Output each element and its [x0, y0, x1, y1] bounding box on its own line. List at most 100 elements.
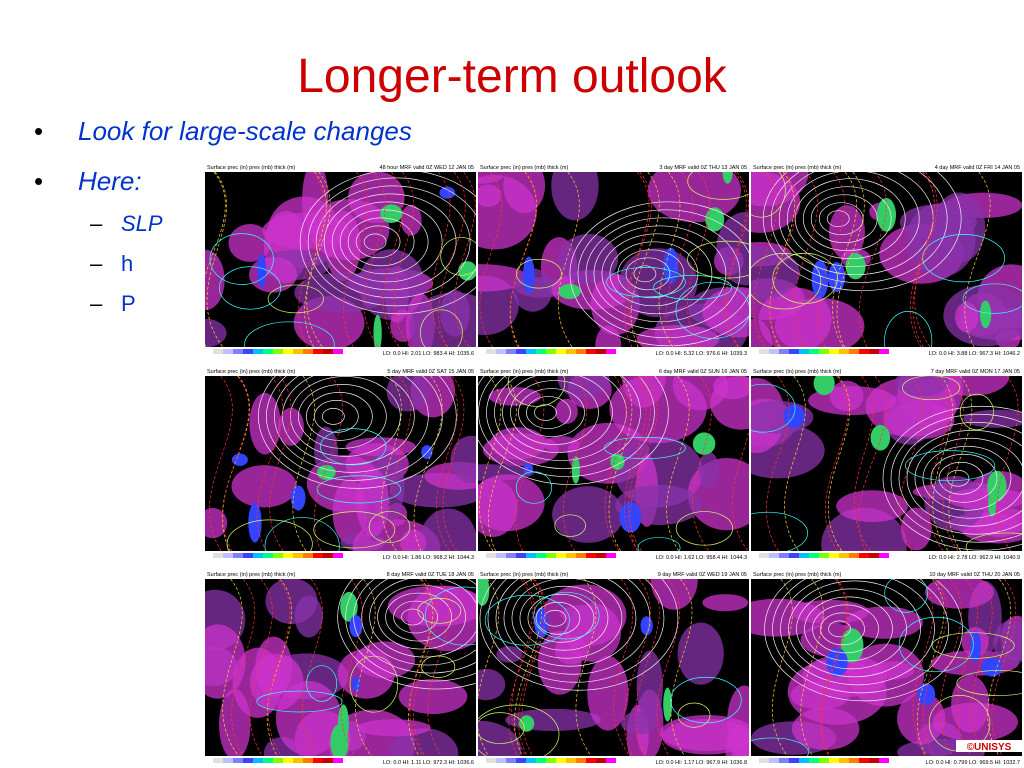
- heavy-precip: [439, 186, 456, 199]
- thickness-contour: [563, 376, 587, 551]
- color-scale: [799, 758, 809, 763]
- color-scale: [213, 553, 223, 558]
- pressure-contour: [306, 392, 373, 441]
- pressure-contour: [518, 388, 585, 437]
- contour: [637, 537, 681, 551]
- thickness-contour: [932, 376, 953, 551]
- panel-footer: LO: 0.0 HI: 2.78 LO: 962.9 HI: 1040.9: [929, 555, 1020, 561]
- heavy-precip: [663, 687, 672, 722]
- panel-footer: LO: 0.0 HI: 1.17 LO: 967.9 HI: 1036.8: [656, 760, 747, 766]
- logo-box: [956, 740, 1022, 752]
- color-scale: [809, 553, 819, 558]
- thickness-contour: [910, 172, 935, 347]
- precip-area: [932, 702, 1018, 742]
- thickness-contour: [479, 376, 502, 551]
- pressure-contour: [290, 376, 401, 457]
- precip-area: [702, 594, 749, 612]
- color-scale: [313, 553, 323, 558]
- thickness-contour: [222, 376, 250, 551]
- map-image: [751, 376, 1022, 551]
- color-scale: [233, 553, 243, 558]
- panel-header: Surface prec (in) pres (mb) thick (m): [480, 165, 568, 171]
- color-scale: [333, 553, 343, 558]
- thickness-contour: [256, 376, 284, 551]
- color-scale: [243, 758, 253, 763]
- heavy-precip: [640, 616, 653, 636]
- color-scale: [799, 553, 809, 558]
- precip-area: [698, 451, 720, 489]
- precip-area: [677, 622, 724, 685]
- thickness-contour: [821, 579, 849, 756]
- color-scale: [536, 553, 546, 558]
- precip-area: [450, 435, 476, 484]
- thickness-contour: [292, 376, 315, 551]
- color-scale: [799, 349, 809, 354]
- contour: [751, 511, 808, 551]
- weather-map-panel: Surface prec (in) pres (mb) thick (m) 10 …: [751, 569, 1022, 768]
- precip-area: [609, 376, 707, 444]
- color-scale: [323, 553, 333, 558]
- pressure-contour: [762, 172, 962, 292]
- panel-header: 8 day MRF valid 0Z TUE 18 JAN 05: [387, 572, 474, 578]
- color-scale: [606, 349, 616, 354]
- pressure-contour: [487, 579, 665, 683]
- contour: [267, 284, 324, 314]
- pressure-contour: [478, 376, 669, 485]
- panel-header: Surface prec (in) pres (mb) thick (m): [207, 165, 295, 171]
- heavy-precip: [340, 591, 358, 622]
- pressure-contour: [355, 225, 401, 259]
- color-scale: [556, 553, 566, 558]
- color-scale: [263, 758, 273, 763]
- contour: [884, 579, 928, 613]
- thickness-contour: [269, 376, 292, 551]
- thickness-contour: [306, 172, 327, 347]
- pressure-contour: [323, 193, 457, 291]
- pressure-contour: [502, 376, 613, 453]
- thickness-contour: [927, 376, 949, 551]
- contour: [421, 655, 456, 678]
- color-scale: [849, 553, 859, 558]
- precip-area: [496, 646, 523, 663]
- heavy-precip: [373, 314, 382, 347]
- pressure-contour: [633, 265, 657, 283]
- precip-area: [727, 685, 749, 756]
- heavy-precip: [845, 252, 866, 280]
- color-scale: [213, 758, 223, 763]
- thickness-contour: [266, 579, 292, 756]
- color-scale: [546, 758, 556, 763]
- color-scale: [303, 349, 313, 354]
- contour: [905, 450, 996, 482]
- pressure-contour: [534, 404, 557, 421]
- panel-footer: LO: 0.0 HI: 5.32 LO: 976.6 HI: 1039.3: [656, 351, 747, 357]
- thickness-contour: [629, 376, 658, 551]
- color-scale: [546, 349, 556, 354]
- thickness-contour: [479, 172, 503, 347]
- map-image: [751, 579, 1022, 756]
- contour: [902, 376, 961, 401]
- thickness-contour: [666, 376, 690, 551]
- pressure-contour: [625, 257, 671, 291]
- pressure-contour: [593, 225, 727, 323]
- pressure-contour: [377, 584, 466, 650]
- heavy-precip: [248, 502, 262, 543]
- color-scale: [779, 758, 789, 763]
- thickness-contour: [454, 172, 476, 347]
- precip-area: [901, 507, 932, 551]
- heavy-precip: [558, 283, 581, 300]
- heavy-precip: [840, 628, 864, 663]
- color-scale: [263, 553, 273, 558]
- pressure-contour: [535, 601, 581, 635]
- precip-area: [542, 584, 627, 647]
- panel-header: Surface prec (in) pres (mb) thick (m): [753, 369, 841, 375]
- panel-footer: LO: 0.0 HI: 1.62 LO: 958.4 HI: 1044.3: [656, 555, 747, 561]
- color-scale: [506, 553, 516, 558]
- thickness-contour: [670, 579, 693, 756]
- precip-area: [513, 268, 553, 312]
- thickness-contour: [221, 376, 250, 551]
- heavy-precip: [571, 456, 580, 484]
- color-scale: [566, 553, 576, 558]
- thickness-contour: [942, 376, 964, 551]
- pressure-contour: [601, 233, 713, 315]
- pressure-contour: [804, 596, 893, 662]
